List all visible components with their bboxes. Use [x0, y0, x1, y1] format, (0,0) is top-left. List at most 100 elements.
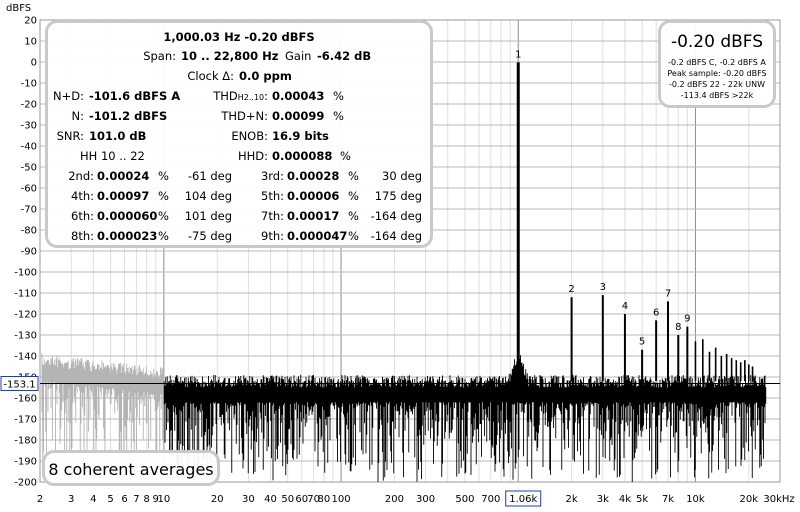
harmonic-unit: %: [348, 189, 359, 203]
x-tick-label: 60: [295, 494, 308, 505]
harmonic-value: 0.00028: [287, 169, 340, 183]
y-tick-label: -40: [21, 142, 37, 153]
marker-label: 8: [675, 322, 681, 333]
x-tick-label: 2: [37, 494, 43, 505]
x-tick-label: 7k: [662, 494, 674, 505]
thd-label: THDH2..10:: [213, 89, 268, 103]
harmonic-label: 9th:: [261, 229, 284, 243]
cursor-level-box: [0, 376, 39, 392]
nd-label: N+D:: [53, 89, 84, 103]
y-tick-label: 0: [31, 58, 37, 69]
y-tick-label: -50: [21, 163, 37, 174]
harmonic-value: 0.000060: [97, 209, 158, 223]
hh-range: HH 10 .. 22: [80, 149, 145, 163]
marker-label: 4: [622, 301, 628, 312]
x-tick-label: 700: [481, 494, 500, 505]
n-label: N:: [71, 109, 84, 123]
y-axis-label: dBFS: [6, 3, 31, 14]
level-panel: -0.20 dBFS -0.2 dBFS C, -0.2 dBFS A Peak…: [658, 20, 776, 108]
y-axis: 20 10 0 -10 -20 -30 -40 -50 -60 -70 -80 -90 -100 -110…: [14, 16, 37, 489]
harmonic-label: 4th:: [71, 189, 94, 203]
level-detail: Peak sample: -0.20 dBFS: [667, 69, 767, 78]
y-tick-label: 10: [24, 37, 37, 48]
x-tick-label: 6: [121, 494, 127, 505]
harmonic-phase: -75 deg: [187, 229, 232, 243]
x-tick-label: 3k: [597, 494, 609, 505]
y-tick-label: -30: [21, 121, 37, 132]
harmonic-phase: 30 deg: [382, 169, 422, 183]
x-tick-label: 10: [157, 494, 170, 505]
level-detail: -0.2 dBFS C, -0.2 dBFS A: [668, 58, 766, 67]
clock-value: 0.0 ppm: [239, 69, 292, 83]
span-label: Span:: [143, 49, 176, 63]
y-tick-label: -130: [14, 331, 37, 342]
thdn-label: THD+N:: [221, 109, 268, 123]
averages-panel: 8 coherent averages: [42, 450, 220, 486]
x-tick-label: 70: [307, 494, 320, 505]
harmonic-phase: -164 deg: [370, 229, 422, 243]
cursor-freq-label: 1.06k: [509, 494, 537, 505]
measurement-panel: 1,000.03 Hz -0.20 dBFS Span: 10 .. 22,80…: [45, 20, 433, 248]
level-detail: -113.4 dBFS >22k: [680, 91, 754, 100]
y-tick-label: -70: [21, 205, 37, 216]
marker-label: 6: [653, 307, 659, 318]
snr-value: 101.0 dB: [89, 129, 147, 143]
harmonic-phase: -61 deg: [187, 169, 232, 183]
harmonic-unit: %: [348, 229, 359, 243]
harmonic-label: 2nd:: [68, 169, 94, 183]
harmonic-unit: %: [158, 229, 169, 243]
y-tick-label: -20: [21, 100, 37, 111]
harmonic-unit: %: [348, 169, 359, 183]
harmonic-label: 5th:: [261, 189, 284, 203]
level-detail: -0.2 dBFS 22 - 22k UNW: [668, 80, 766, 89]
snr-label: SNR:: [56, 129, 84, 143]
gain-label: Gain: [285, 49, 312, 63]
y-tick-label: -110: [14, 289, 37, 300]
x-tick-label: 80: [318, 494, 331, 505]
y-tick-label: -100: [14, 268, 37, 279]
harmonic-spurs: [694, 339, 754, 382]
marker-label: 9: [684, 314, 690, 325]
marker-label: 7: [665, 288, 671, 299]
n-value: -101.2 dBFS: [89, 109, 168, 123]
x-tick-label: 4: [90, 494, 96, 505]
x-tick-label: 20k: [740, 494, 759, 505]
y-tick-label: -10: [21, 79, 37, 90]
level-readout: -0.20 dBFS: [670, 32, 764, 52]
harmonic-label: 8th:: [71, 229, 94, 243]
x-tick-label: 5k: [636, 494, 648, 505]
harmonic-unit: %: [348, 209, 359, 223]
fundamental-readout: 1,000.03 Hz -0.20 dBFS: [163, 30, 315, 44]
harmonic-phase: 101 deg: [184, 209, 232, 223]
cursor[interactable]: -153.1 1.06k: [0, 376, 780, 507]
thd-value: 0.00043: [272, 89, 325, 103]
y-tick-label: -140: [14, 352, 37, 363]
x-tick-label: 30kHz: [763, 494, 794, 505]
x-tick-label: 50: [281, 494, 294, 505]
x-tick-label: 4k: [619, 494, 631, 505]
enob-label: ENOB:: [231, 129, 268, 143]
harmonic-value: 0.00006: [287, 189, 340, 203]
y-tick-label: -170: [14, 415, 37, 426]
cursor-freq-box: [505, 490, 542, 507]
harmonic-phase: 175 deg: [374, 189, 422, 203]
nd-value: -101.6 dBFS A: [89, 89, 181, 103]
marker-label: 1: [515, 49, 521, 60]
harmonic-label: 6th:: [71, 209, 94, 223]
harmonic-value: 0.00024: [97, 169, 150, 183]
harmonic-label: 3rd:: [260, 169, 284, 183]
trace-below-10hz: [41, 353, 164, 473]
y-tick-label: -60: [21, 184, 37, 195]
y-tick-label: -120: [14, 310, 37, 321]
x-tick-label: 5: [107, 494, 113, 505]
harmonic-phase: -164 deg: [370, 209, 422, 223]
x-tick-label: 8: [143, 494, 149, 505]
harmonic-value: 0.000047: [287, 229, 348, 243]
x-tick-label: 100: [332, 494, 351, 505]
marker-label: 5: [639, 337, 645, 348]
harmonic-value: 0.000023: [97, 229, 158, 243]
marker-label: 3: [600, 282, 606, 293]
y-tick-label: -90: [21, 247, 37, 258]
y-tick-label: -80: [21, 226, 37, 237]
